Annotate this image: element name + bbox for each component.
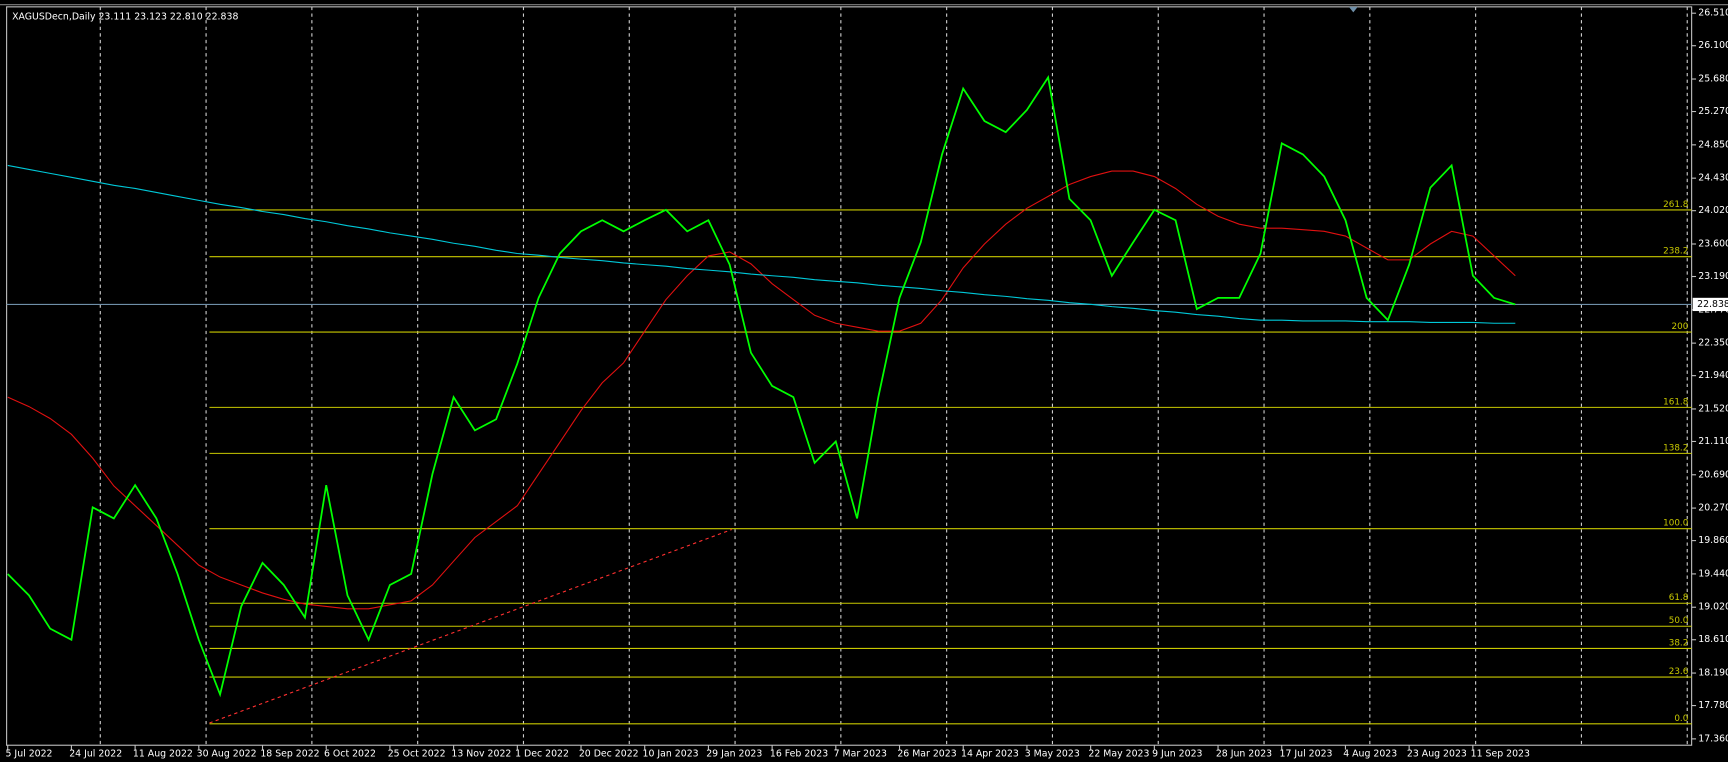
trendline	[209, 528, 732, 724]
fib-label: 50.0	[1669, 616, 1689, 626]
y-tick-label: 19.020	[1698, 602, 1728, 613]
x-tick-label: 28 Jun 2023	[1216, 749, 1272, 760]
y-tick-label: 23.190	[1698, 271, 1728, 282]
x-tick-label: 16 Feb 2023	[770, 749, 828, 760]
fib-label: 100.0	[1663, 519, 1689, 529]
x-tick-label: 24 Jul 2022	[69, 749, 122, 760]
y-tick-label: 26.100	[1698, 40, 1728, 51]
x-tick-label: 10 Jan 2023	[643, 749, 699, 760]
x-tick-label: 3 May 2023	[1025, 749, 1080, 760]
x-tick-label: 4 Aug 2023	[1343, 749, 1397, 760]
fib-label: 0.0	[1674, 714, 1688, 724]
y-tick-label: 25.680	[1698, 74, 1728, 85]
y-tick-label: 19.440	[1698, 568, 1728, 579]
x-tick-label: 6 Oct 2022	[324, 749, 376, 760]
y-tick-label: 23.600	[1698, 238, 1728, 249]
y-tick-label: 24.850	[1698, 139, 1728, 150]
y-tick-label: 21.110	[1698, 436, 1728, 447]
y-tick-label: 17.780	[1698, 700, 1728, 711]
y-tick-label: 21.940	[1698, 370, 1728, 381]
moving-average	[7, 170, 1516, 610]
x-tick-label: 7 Mar 2023	[834, 749, 887, 760]
chart-title: XAGUSDecn,Daily 23.111 23.123 22.810 22.…	[12, 11, 238, 22]
fib-label: 38.2	[1669, 638, 1689, 648]
fib-label: 200	[1672, 322, 1689, 332]
x-tick-label: 13 Nov 2022	[451, 749, 511, 760]
y-tick-label: 20.690	[1698, 469, 1728, 480]
y-tick-label: 22.350	[1698, 338, 1728, 349]
x-tick-label: 20 Dec 2022	[579, 749, 639, 760]
fib-label: 23.6	[1669, 667, 1689, 677]
y-tick-label: 24.020	[1698, 205, 1728, 216]
last-price-box	[1692, 297, 1728, 312]
shift-marker	[1348, 6, 1358, 13]
x-tick-label: 30 Aug 2022	[197, 749, 257, 760]
x-tick-label: 11 Aug 2022	[133, 749, 193, 760]
y-tick-label: 21.520	[1698, 403, 1728, 414]
fib-label: 238.2	[1663, 247, 1688, 257]
fib-label: 61.8	[1669, 593, 1689, 603]
x-tick-label: 1 Dec 2022	[515, 749, 569, 760]
x-tick-label: 25 Oct 2022	[388, 749, 446, 760]
price-line	[7, 75, 1516, 698]
fib-label: 161.8	[1663, 397, 1688, 407]
fib-label: 138.2	[1663, 443, 1688, 453]
last-price-label: 22.838	[1697, 299, 1728, 310]
x-tick-label: 5 Jul 2022	[6, 749, 53, 760]
y-tick-label: 19.860	[1698, 535, 1728, 546]
x-tick-label: 17 Jul 2023	[1280, 749, 1333, 760]
x-tick-label: 26 Mar 2023	[897, 749, 956, 760]
y-tick-label: 20.270	[1698, 503, 1728, 514]
y-tick-label: 24.430	[1698, 173, 1728, 184]
fib-label: 261.8	[1663, 200, 1688, 210]
x-tick-label: 11 Sep 2023	[1471, 749, 1530, 760]
x-tick-label: 9 Jun 2023	[1152, 749, 1202, 760]
x-tick-label: 23 Aug 2023	[1407, 749, 1467, 760]
y-tick-label: 18.190	[1698, 668, 1728, 679]
y-tick-label: 17.360	[1698, 733, 1728, 744]
x-tick-label: 14 Apr 2023	[961, 749, 1019, 760]
moving-average	[7, 164, 1516, 324]
x-tick-label: 18 Sep 2022	[260, 749, 319, 760]
x-tick-label: 22 May 2023	[1088, 749, 1149, 760]
y-tick-label: 18.610	[1698, 634, 1728, 645]
y-tick-label: 25.270	[1698, 106, 1728, 117]
y-tick-label: 26.510	[1698, 8, 1728, 19]
x-tick-label: 29 Jan 2023	[706, 749, 762, 760]
